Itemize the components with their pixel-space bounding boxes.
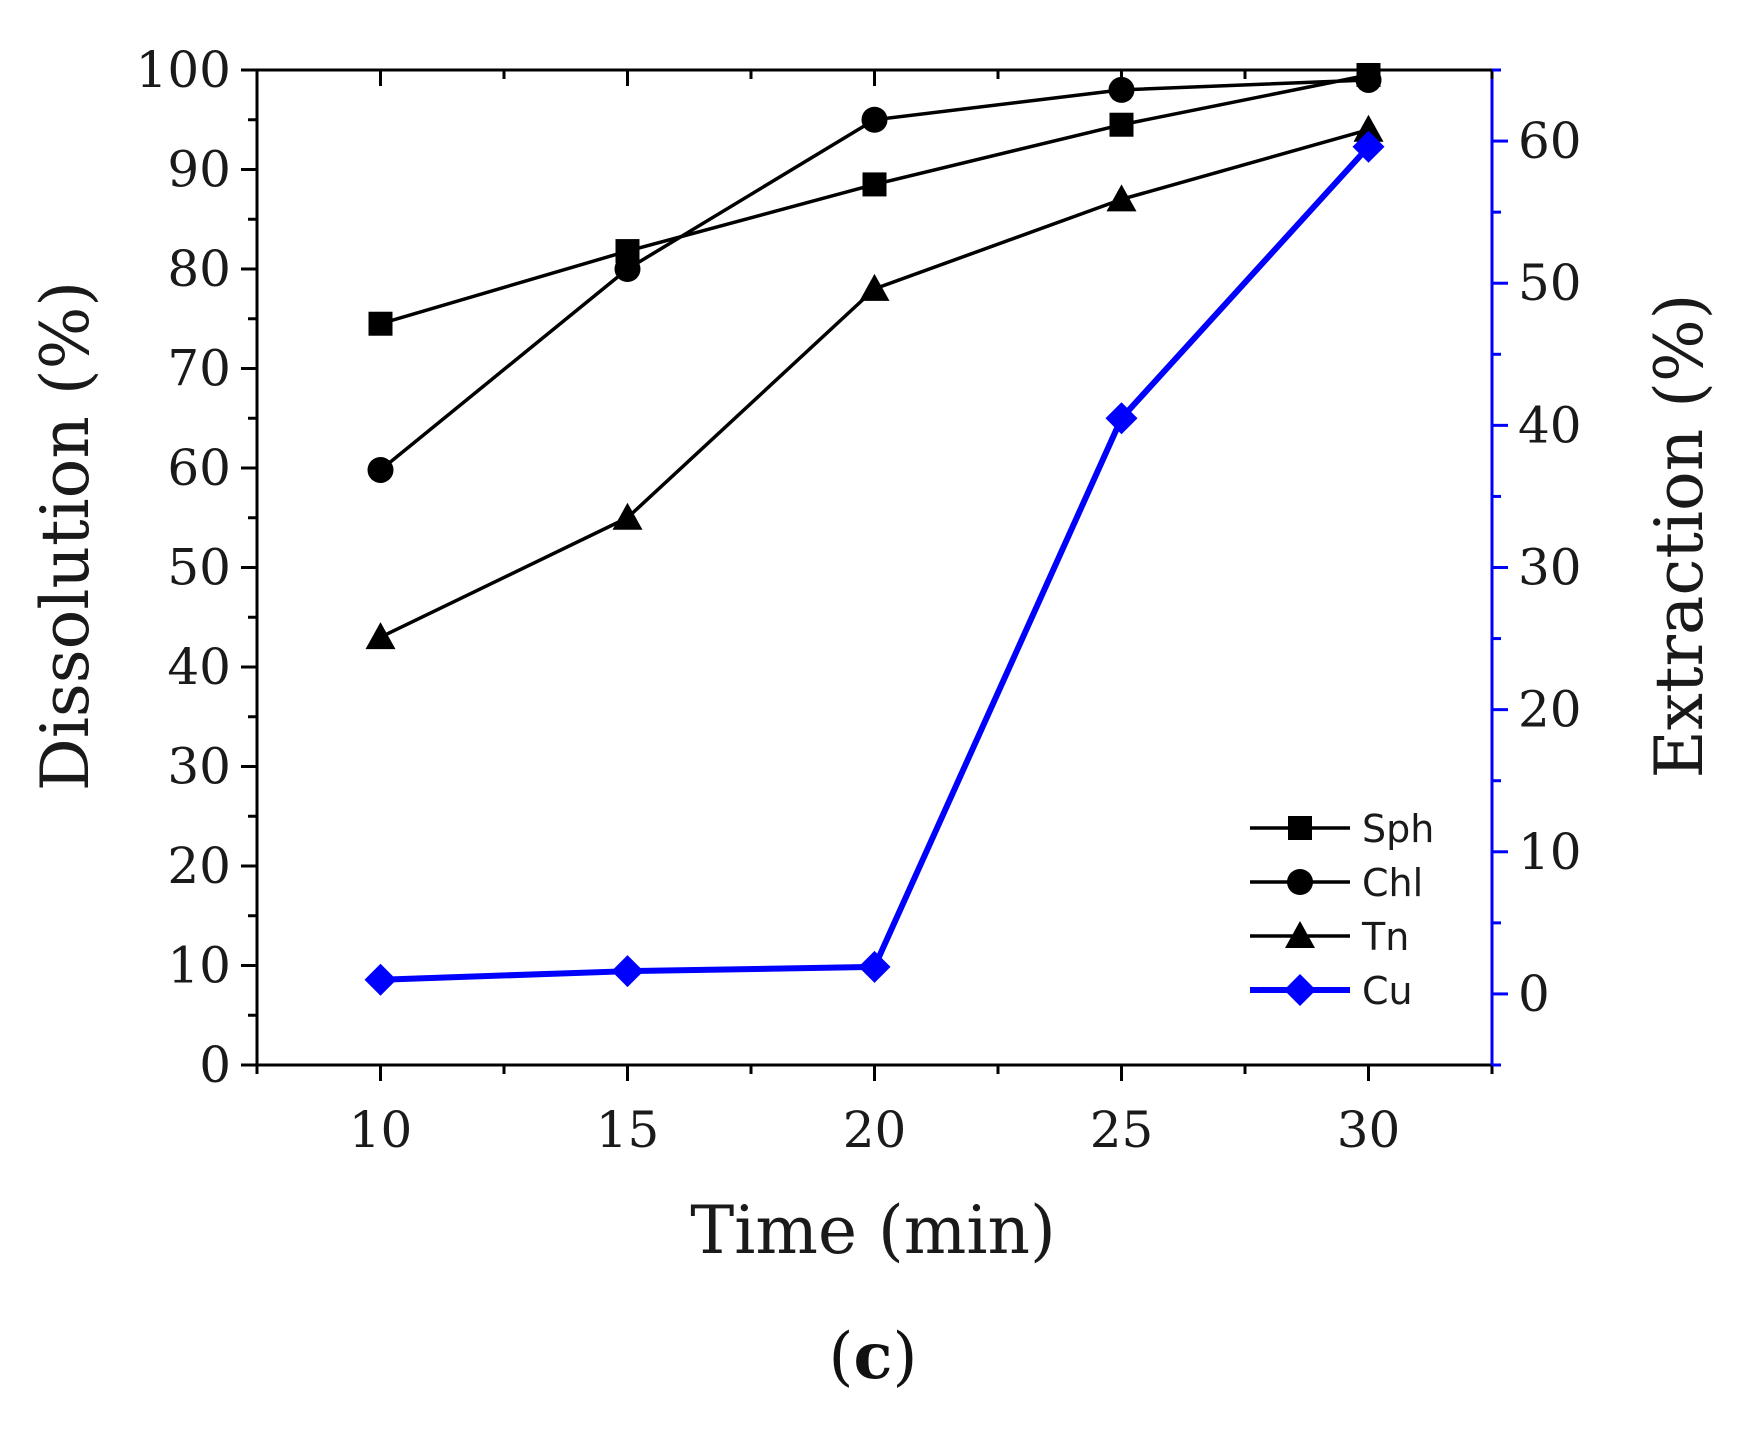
x-tick-label: 20 — [843, 1101, 907, 1159]
y2-tick-label: 30 — [1518, 539, 1582, 597]
data-point-sph — [862, 172, 887, 197]
series-tn — [365, 114, 1384, 650]
y-tick-label: 80 — [167, 240, 231, 298]
y-axis-right: 0 10 20 30 40 50 60 — [1492, 68, 1582, 1067]
data-point-chl — [861, 106, 888, 133]
legend-label: Sph — [1362, 807, 1434, 851]
panel-label-open: ( — [829, 1320, 854, 1394]
y2-tick-label: 40 — [1518, 396, 1582, 454]
y-tick-label: 50 — [167, 539, 231, 597]
series-chl — [367, 66, 1382, 483]
data-point-tn — [1353, 114, 1384, 142]
y2-tick-label: 20 — [1518, 681, 1582, 739]
legend-swatch-marker — [1284, 974, 1316, 1006]
data-point-sph — [1109, 112, 1134, 137]
data-point-cu — [1105, 402, 1138, 435]
y-tick-label: 40 — [167, 638, 231, 696]
legend-swatch-marker — [1285, 921, 1315, 948]
data-point-cu — [611, 955, 644, 988]
data-point-tn — [612, 502, 643, 530]
panel-label-letter: c — [854, 1319, 893, 1394]
data-point-chl — [1108, 76, 1135, 103]
y2-tick-label: 0 — [1518, 965, 1550, 1023]
y-tick-label: 60 — [167, 439, 231, 497]
legend-item-cu: Cu — [1250, 969, 1413, 1013]
y-axis-left: 0 10 20 30 40 50 60 70 80 90 100 — [136, 41, 257, 1094]
legend-label: Tn — [1361, 915, 1409, 959]
legend-item-sph: Sph — [1250, 807, 1434, 851]
data-point-tn — [859, 273, 890, 301]
series-line-tn — [379, 128, 1369, 639]
data-point-cu — [1352, 130, 1385, 163]
y-tick-label: 90 — [167, 141, 231, 199]
y-tick-label: 0 — [199, 1036, 231, 1094]
y2-axis-title: Extraction (%) — [1641, 294, 1718, 779]
legend-label: Chl — [1362, 861, 1423, 905]
x-axis-title: Time (min) — [690, 1192, 1055, 1269]
y-tick-label: 70 — [167, 340, 231, 398]
x-axis: 10 15 20 25 30 — [255, 70, 1494, 1159]
panel-label: (c) — [829, 1319, 918, 1394]
x-tick-label: 25 — [1090, 1101, 1154, 1159]
y-tick-label: 10 — [167, 937, 231, 995]
data-point-sph — [368, 311, 393, 336]
data-point-chl — [1355, 66, 1382, 93]
y-axis-title: Dissolution (%) — [27, 281, 104, 791]
series-cu — [364, 130, 1385, 996]
data-point-tn — [365, 622, 396, 650]
data-point-cu — [364, 963, 397, 996]
legend-item-chl: Chl — [1250, 861, 1423, 905]
data-point-chl — [367, 456, 394, 483]
y-tick-label: 30 — [167, 738, 231, 796]
legend-swatch-marker — [1287, 869, 1313, 895]
y-tick-label: 100 — [136, 41, 231, 99]
x-tick-label: 10 — [349, 1101, 413, 1159]
series-layer — [364, 62, 1385, 996]
x-tick-label: 30 — [1337, 1101, 1401, 1159]
y-tick-label: 20 — [167, 837, 231, 895]
y2-tick-label: 60 — [1518, 112, 1582, 170]
legend: Sph Chl Tn Cu — [1250, 807, 1434, 1013]
y2-tick-label: 50 — [1518, 254, 1582, 312]
data-point-cu — [858, 950, 891, 983]
data-point-chl — [614, 256, 641, 282]
panel-label-close: ) — [892, 1320, 917, 1394]
x-tick-label: 15 — [596, 1101, 660, 1159]
legend-swatch-marker — [1288, 816, 1312, 840]
y2-tick-label: 10 — [1518, 823, 1582, 881]
legend-item-tn: Tn — [1250, 915, 1409, 959]
plot-frame — [255, 68, 1494, 1067]
legend-label: Cu — [1362, 969, 1413, 1013]
series-line-cu — [380, 144, 1371, 983]
data-point-tn — [1106, 184, 1137, 212]
